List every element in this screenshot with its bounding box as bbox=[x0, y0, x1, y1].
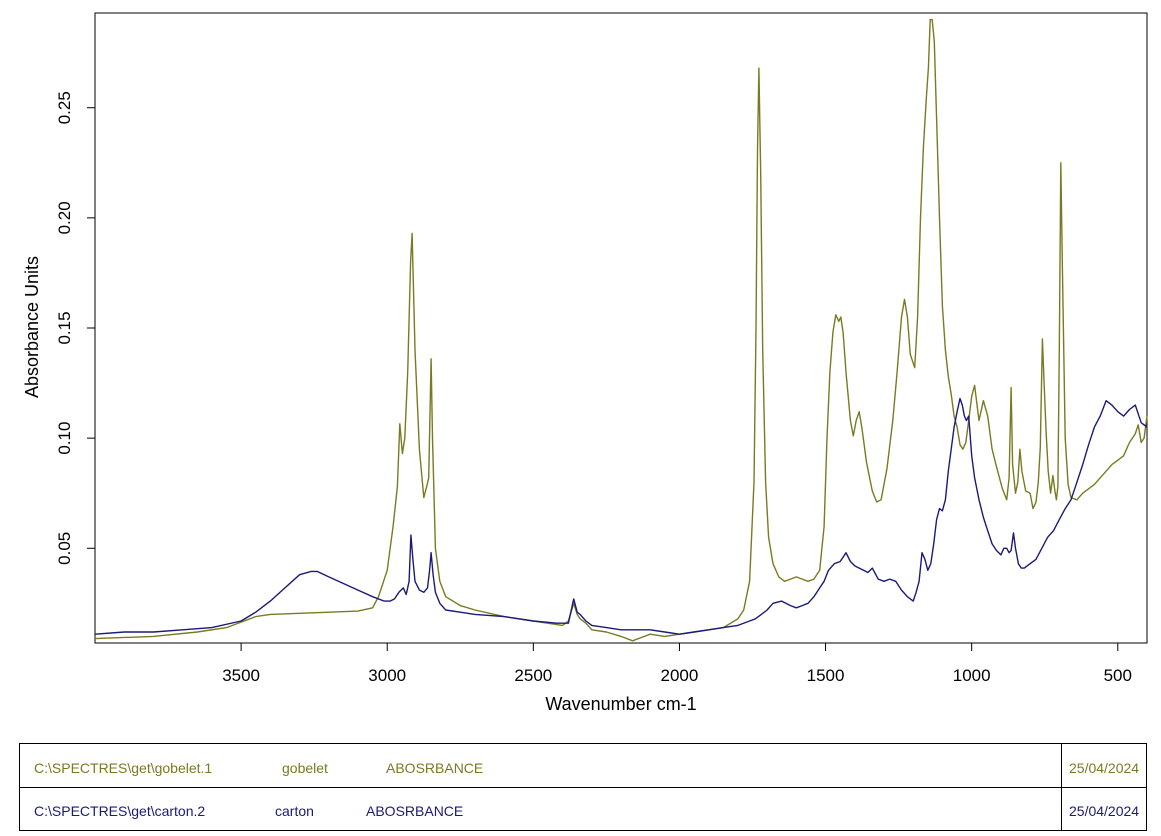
x-tick-label: 3000 bbox=[368, 666, 406, 685]
x-tick-label: 2000 bbox=[661, 666, 699, 685]
series-line-carton bbox=[94, 397, 1148, 635]
legend-sample-name: gobelet bbox=[282, 760, 328, 776]
x-tick-label: 3500 bbox=[222, 666, 260, 685]
x-tick-label: 2500 bbox=[514, 666, 552, 685]
x-tick-label: 500 bbox=[1104, 666, 1132, 685]
legend-date: 25/04/2024 bbox=[1069, 803, 1140, 819]
legend-table: C:\SPECTRES\get\gobelet.1 gobelet ABOSRB… bbox=[19, 743, 1147, 831]
x-tick-label: 1000 bbox=[953, 666, 991, 685]
x-tick-label: 1500 bbox=[807, 666, 845, 685]
x-axis-ticks: 3500 3000 2500 2000 1500 1000 500 bbox=[222, 643, 1132, 685]
series-line-gobelet bbox=[94, 18, 1148, 642]
y-tick-label: 0.20 bbox=[55, 201, 74, 234]
y-tick-label: 0.25 bbox=[55, 91, 74, 124]
x-axis-title: Wavenumber cm-1 bbox=[545, 694, 696, 714]
legend-row-carton: C:\SPECTRES\get\carton.2 carton ABOSRBAN… bbox=[20, 787, 1146, 830]
y-axis-ticks: 0.05 0.10 0.15 0.20 0.25 bbox=[55, 91, 95, 565]
spectrum-chart: 3500 3000 2500 2000 1500 1000 500 0.05 0.10 0.15… bbox=[22, 12, 1148, 714]
plot-frame bbox=[94, 12, 1148, 644]
legend-path: C:\SPECTRES\get\gobelet.1 bbox=[34, 760, 213, 776]
legend-sample-name: carton bbox=[275, 803, 314, 819]
legend-mode: ABOSRBANCE bbox=[386, 760, 484, 776]
series-layer bbox=[94, 18, 1148, 642]
y-axis-title: Absorbance Units bbox=[22, 256, 42, 398]
y-tick-label: 0.15 bbox=[55, 311, 74, 344]
y-tick-label: 0.10 bbox=[55, 422, 74, 455]
legend-path: C:\SPECTRES\get\carton.2 bbox=[34, 803, 206, 819]
legend-mode: ABOSRBANCE bbox=[366, 803, 464, 819]
y-tick-label: 0.05 bbox=[55, 532, 74, 565]
legend-row-gobelet: C:\SPECTRES\get\gobelet.1 gobelet ABOSRB… bbox=[20, 744, 1146, 788]
legend-date: 25/04/2024 bbox=[1069, 760, 1140, 776]
